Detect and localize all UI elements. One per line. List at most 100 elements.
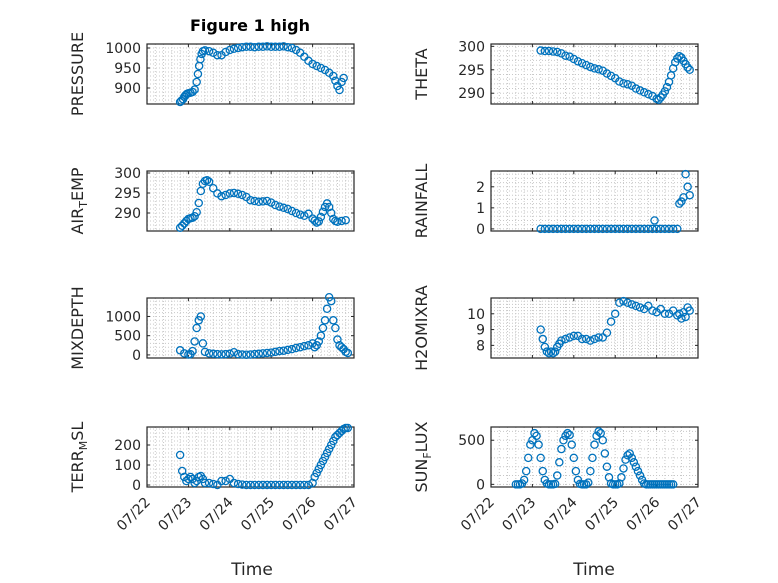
data-point xyxy=(654,95,663,105)
data-point xyxy=(291,208,301,218)
data-point xyxy=(668,224,678,234)
data-point xyxy=(208,349,218,359)
x-tick-label: 07/23 xyxy=(155,495,195,535)
data-point xyxy=(656,304,665,314)
data-point xyxy=(318,456,328,466)
data-point xyxy=(233,43,243,53)
data-point xyxy=(329,316,338,325)
data-point xyxy=(536,46,545,55)
y-tick-label: 300 xyxy=(114,166,141,182)
plot-area xyxy=(491,171,698,231)
y-axis-label: MIXDEPTH xyxy=(68,286,87,369)
data-point xyxy=(208,183,218,193)
data-point xyxy=(188,213,197,223)
data-point xyxy=(610,309,620,319)
data-point xyxy=(200,347,210,357)
data-point xyxy=(339,73,348,83)
y-tick-label: 200 xyxy=(114,438,141,454)
data-point xyxy=(287,206,297,216)
data-point xyxy=(540,46,550,56)
y-axis-label-main: H2OMIXRA xyxy=(412,285,431,371)
data-point xyxy=(685,65,694,75)
data-point xyxy=(673,224,682,234)
data-point xyxy=(335,85,344,95)
data-point xyxy=(310,216,319,225)
data-point xyxy=(242,42,251,52)
subplot-terrmsl: 07/22 07/23 07/24 07/25 07/26 07/27 0 100 200 TER… xyxy=(68,422,361,535)
data-point xyxy=(217,476,226,486)
data-point xyxy=(619,296,628,306)
data-point xyxy=(548,224,558,234)
data-point xyxy=(320,452,330,462)
data-point xyxy=(532,431,541,441)
data-point xyxy=(314,337,324,346)
data-point xyxy=(615,224,624,234)
data-point xyxy=(237,350,247,359)
data-point xyxy=(588,453,597,463)
data-point xyxy=(217,350,226,359)
subplot-airtemp: 290 295 300 AIRTEMP xyxy=(68,166,355,235)
data-point xyxy=(225,45,235,55)
data-point xyxy=(180,349,189,358)
data-point xyxy=(287,344,297,354)
data-point xyxy=(266,348,276,357)
data-point xyxy=(190,211,199,221)
subplot-pressure: 900 950 1000 PRESSURE xyxy=(68,32,355,116)
y-tick-label: 500 xyxy=(458,433,485,449)
grid xyxy=(491,44,698,104)
y-tick-label: 9 xyxy=(476,323,485,339)
data-point xyxy=(681,312,690,322)
data-point xyxy=(314,217,324,226)
grid xyxy=(147,427,354,487)
data-point xyxy=(283,345,293,355)
data-point xyxy=(300,211,309,221)
data-point xyxy=(561,334,570,344)
data-point xyxy=(590,440,599,449)
data-point xyxy=(266,480,276,490)
data-point xyxy=(177,221,187,231)
data-point xyxy=(635,303,645,312)
data-point xyxy=(318,323,328,333)
data-point xyxy=(548,349,558,358)
data-point xyxy=(204,478,214,488)
grid xyxy=(147,44,354,104)
data-point xyxy=(590,334,599,344)
data-point xyxy=(326,440,336,450)
data-point xyxy=(343,423,353,433)
y-axis-label-main: TERR xyxy=(68,450,87,493)
data-point xyxy=(526,440,535,449)
data-point xyxy=(279,203,288,213)
data-point xyxy=(200,46,210,55)
data-point xyxy=(615,298,624,307)
data-point xyxy=(530,428,539,438)
data-point xyxy=(213,50,222,60)
data-point xyxy=(221,190,230,200)
data-point xyxy=(316,212,326,222)
data-point xyxy=(258,42,268,52)
data-point xyxy=(283,204,293,214)
data-point xyxy=(521,466,531,476)
data-point xyxy=(571,466,581,476)
data-point xyxy=(208,479,218,489)
subplot-mixdepth: 0 500 1000 MIXDEPTH xyxy=(68,286,355,370)
data-point xyxy=(262,42,272,51)
data-point xyxy=(266,42,276,52)
data-point xyxy=(229,478,239,488)
data-point xyxy=(283,480,293,490)
data-point xyxy=(331,323,340,333)
axes-box xyxy=(146,43,355,105)
data-point xyxy=(623,224,632,234)
y-tick-label: 950 xyxy=(114,61,141,77)
data-point xyxy=(258,349,268,358)
data-point xyxy=(555,458,564,467)
data-point xyxy=(337,342,346,352)
y-axis-label-subscript: F xyxy=(421,452,434,458)
series-markers xyxy=(175,42,348,107)
data-point xyxy=(581,480,591,489)
x-tick-label: 07/24 xyxy=(197,494,237,534)
data-point xyxy=(524,453,533,463)
data-point xyxy=(322,448,332,458)
data-point xyxy=(681,169,690,179)
data-point xyxy=(333,217,342,227)
data-point xyxy=(536,224,545,234)
